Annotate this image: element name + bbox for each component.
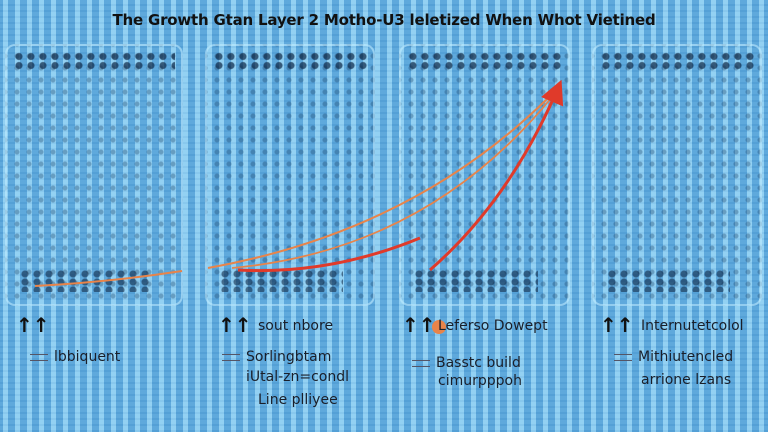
arrow-strong xyxy=(429,79,564,272)
panel-4-line-1: Mithiutencled xyxy=(614,347,733,367)
list-bullet-icon xyxy=(222,353,240,361)
panel-2-line-3: Line plliyee xyxy=(258,392,338,408)
panel-3 xyxy=(399,44,570,306)
curve-baseline xyxy=(34,270,183,287)
list-bullet-icon xyxy=(30,353,48,361)
panel-4-heading: Internutetcolol xyxy=(641,318,744,334)
curve-middle xyxy=(231,91,557,269)
panel-4 xyxy=(592,44,762,306)
curve-strong xyxy=(237,236,421,273)
panel-3-heading: Leferso Dowept xyxy=(438,318,548,334)
page-title: The Growth Gtan Layer 2 Motho-U3 leletiz… xyxy=(112,11,656,29)
list-bullet-icon xyxy=(412,359,430,367)
panel-1 xyxy=(5,44,183,306)
up-arrows-icon: ↑↑ xyxy=(402,313,446,337)
panel-2-line-2: iUtal-zn=condl xyxy=(246,369,350,385)
panel-1-line-1: lbbiquent xyxy=(30,347,120,367)
up-arrows-icon: ↑↑ xyxy=(600,313,634,337)
curve-upper xyxy=(207,87,559,269)
panel-2-heading: sout nbore xyxy=(258,318,334,334)
panel-3-line-1: Basstc build xyxy=(412,353,521,373)
panel-2-line-1: Sorlingbtam xyxy=(222,347,331,367)
list-bullet-icon xyxy=(614,353,632,361)
up-arrows-icon: ↑↑ xyxy=(16,313,50,337)
panel-4-line-2: arrione lzans xyxy=(641,372,732,388)
panel-3-line-2: cimurpppoh xyxy=(438,373,522,389)
up-arrows-icon: ↑↑ xyxy=(218,313,252,337)
